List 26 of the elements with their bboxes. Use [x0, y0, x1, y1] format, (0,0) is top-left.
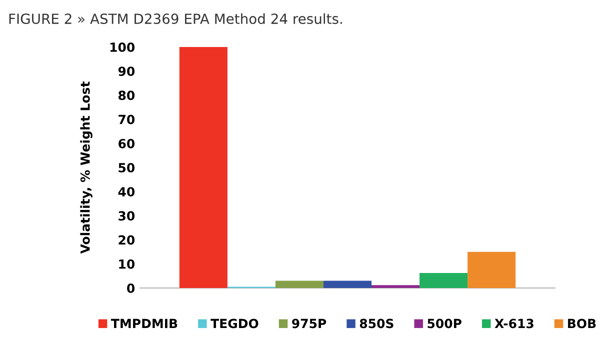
y-tick-label: 20 [118, 235, 135, 245]
bar [323, 280, 372, 288]
legend-label: BOB [568, 318, 596, 328]
bar [372, 285, 420, 288]
legend-label: X-613 [494, 318, 534, 328]
chart-title: FIGURE 2 » ASTM D2369 EPA Method 24 results. [9, 13, 342, 24]
bar [275, 280, 324, 288]
legend-label: 500P [428, 318, 462, 328]
y-axis-title: Volatility, % Weight Lost [80, 82, 92, 254]
y-tick-label: 0 [127, 283, 135, 293]
y-tick-label: 90 [118, 66, 135, 76]
y-tick-label: 70 [118, 114, 135, 124]
bar [468, 252, 516, 288]
y-tick-label: 30 [118, 211, 135, 221]
legend-label: 850S [360, 318, 394, 328]
legend-label: TEGDO [210, 318, 258, 328]
y-tick-label: 100 [110, 42, 135, 52]
y-tick-label: 80 [118, 90, 135, 100]
legend-label: TMPDMIB [110, 318, 178, 328]
y-tick-label: 50 [118, 162, 135, 172]
bar [420, 273, 468, 288]
y-tick-label: 60 [118, 138, 135, 148]
legend-label: 975P [292, 318, 326, 328]
y-tick-label: 40 [118, 187, 135, 197]
y-tick-label: 10 [119, 259, 135, 269]
bar [179, 47, 228, 288]
